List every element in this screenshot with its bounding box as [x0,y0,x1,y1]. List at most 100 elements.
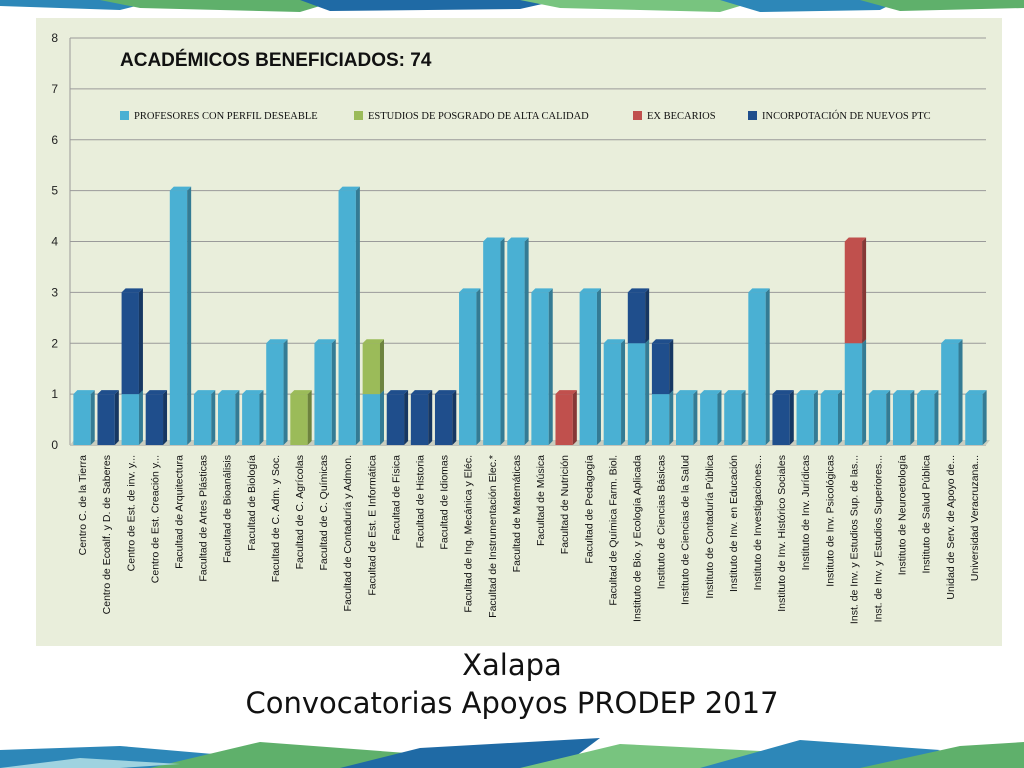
bar-side [789,390,794,445]
bar-segment [434,390,457,445]
bar-segment [483,237,505,445]
bar-face [338,190,356,445]
bar-face [772,394,790,445]
bar-segment [627,288,650,344]
x-category-label: Instituto de Ciencias de la Salud [680,455,692,605]
x-category-label: Instituto de Ciencias Básicas [656,455,668,589]
bar-side [428,390,433,445]
x-category-label: Facultad de Pedagogía [583,455,595,564]
legend-swatch [633,111,642,120]
bar-face [242,394,260,445]
bar-face [579,292,597,445]
y-tick-label: 3 [51,285,58,299]
bar-face [748,292,766,445]
bar-segment [700,390,722,445]
bar-top [97,390,119,395]
y-tick-label: 2 [51,336,58,350]
bar-segment [507,237,529,445]
bar-segment [145,390,168,445]
bar-segment [314,339,336,445]
bar-side [476,288,481,445]
bar-face [700,394,718,445]
bar-side [163,390,168,445]
bar-side [934,390,939,445]
bar-segment [242,390,264,445]
bar-segment [941,339,963,445]
bar-face [651,343,670,395]
x-category-label: Facultad de Matemáticas [511,455,523,572]
bar-face [507,241,525,445]
bar-face [386,394,405,445]
y-tick-label: 8 [51,31,58,45]
chart-panel: 0 1 2 3 4 5 6 7 8 Centro C. de la Tierra Centro d… [36,18,1002,646]
bar-face [892,394,911,445]
bar-segment [338,186,360,445]
bar-face [651,394,670,445]
bar-top [410,390,433,395]
slide-title-line-1: Xalapa [462,648,562,682]
bar-face [676,394,694,445]
bar-top [748,288,770,293]
bar-side [765,288,770,445]
bar-segment [169,186,192,445]
bar-side [114,390,119,445]
bar-top [700,390,722,395]
bar-side [211,390,216,445]
bar-face [917,394,935,445]
bar-segment [965,390,987,445]
bar-top [290,390,312,395]
x-category-label: Facultad de Instrumentación Elec.* [487,455,499,618]
bar-face [290,394,308,445]
x-category-label: Instituto de Investigaciones... [752,455,764,590]
bar-face [218,394,236,445]
y-tick-label: 5 [51,184,58,198]
bar-face [410,394,429,445]
bar-segment [724,390,746,445]
bar-side [862,237,867,344]
x-category-label: Centro de Est. de inv. y... [125,455,137,571]
bar-top [676,390,698,395]
bar-face [145,394,164,445]
bar-segment [410,390,433,445]
bar-top [917,390,939,395]
bar-segment [121,390,143,445]
bar-side [717,390,722,445]
legend-label: INCORPOTACIÓN DE NUEVOS PTC [762,110,931,122]
bar-side [307,390,312,445]
bar-side [886,390,891,445]
y-tick-label: 7 [51,82,58,96]
bar-side [379,390,384,445]
legend-label: PROFESORES CON PERFIL DESEABLE [134,111,318,122]
bar-face [459,292,477,445]
x-category-label: Inst. de Inv. y Estudios Sup. de las... [848,455,860,624]
y-tick-label: 6 [51,133,58,147]
bar-side [982,390,987,445]
bar-side [741,390,746,445]
x-category-label: Facultad de Biología [246,455,258,551]
bar-top [627,288,650,293]
bar-face [193,394,212,445]
bar-face [603,343,622,445]
legend-label: EX BECARIOS [647,111,716,122]
bar-face [362,394,380,445]
bottom-decorative-banner [0,738,1024,768]
bar-side [355,186,360,445]
bar-face [868,394,887,445]
bar-segment [627,339,650,445]
bar-segment [555,390,577,445]
x-category-label: Instituto de Inv. Jurídicas [800,455,812,570]
bar-segment [748,288,770,445]
legend-swatch [748,111,757,120]
bar-face [73,394,91,445]
x-category-label: Instituto de Inv. en Educación [728,455,740,592]
bar-top [145,390,168,395]
bar-side [693,390,698,445]
bar-segment [73,390,95,445]
legend-item: PROFESORES CON PERFIL DESEABLE [120,111,318,122]
bar-face [121,292,139,395]
bar-segment [844,339,867,445]
bar-top [579,288,601,293]
x-category-label: Unidad de Serv. de Apoyo de... [945,455,957,600]
bar-face [362,343,380,395]
bar-face [555,394,573,445]
